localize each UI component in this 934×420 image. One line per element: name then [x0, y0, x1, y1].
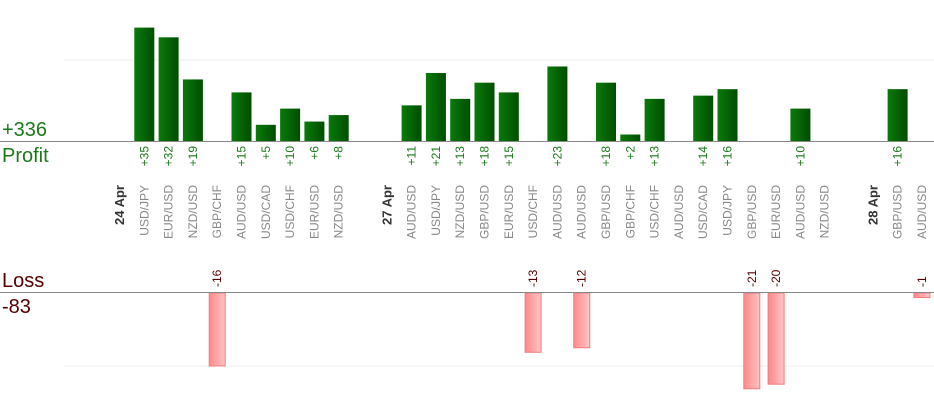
pair-label: AUD/USD [235, 185, 249, 239]
profit-bar [644, 98, 665, 141]
pair-label: AUD/USD [915, 185, 929, 239]
profit-value-label: +13 [648, 146, 662, 167]
profit-value-label: +5 [259, 146, 273, 160]
pair-label: GBP/USD [599, 185, 613, 239]
profit-value-label: +32 [162, 146, 176, 167]
profit-value-label: +10 [283, 146, 297, 167]
profit-value-label: +15 [502, 146, 516, 167]
profit-bar [547, 66, 568, 141]
pair-label: EUR/USD [307, 185, 321, 239]
loss-value-label: -20 [769, 269, 783, 287]
loss-bar [208, 292, 226, 367]
profit-value-label: +19 [186, 146, 200, 167]
loss-bar [913, 292, 931, 299]
profit-value-label: +8 [332, 146, 346, 160]
profit-value-label: +16 [721, 146, 735, 167]
pair-label: USD/CHF [648, 185, 662, 238]
profit-value-label: +35 [137, 146, 151, 167]
profit-label: Profit [2, 145, 49, 167]
profit-total: +336 [2, 119, 48, 141]
profit-value-label: +14 [696, 146, 710, 167]
pair-label: AUD/USD [405, 185, 419, 239]
pair-label: EUR/USD [502, 185, 516, 239]
profit-value-label: +10 [793, 146, 807, 167]
pair-label: GBP/CHF [210, 185, 224, 238]
pair-label: NZD/USD [186, 185, 200, 239]
profit-bar [425, 72, 446, 141]
loss-value-label: -12 [575, 269, 589, 287]
loss-value-label: -13 [526, 269, 540, 287]
profit-bar [328, 115, 349, 141]
pair-label: USD/JPY [429, 185, 443, 236]
pair-label: USD/JPY [137, 185, 151, 236]
profit-value-label: +21 [429, 146, 443, 167]
profit-bar [182, 79, 203, 141]
pair-label: NZD/USD [453, 185, 467, 239]
loss-bar [767, 292, 785, 385]
profit-bar [596, 82, 616, 141]
profit-bar [620, 134, 641, 141]
pair-label: GBP/USD [891, 185, 905, 239]
pair-label: GBP/CHF [623, 185, 637, 238]
pair-label: AUD/USD [672, 185, 686, 239]
loss-bar [573, 292, 591, 349]
profit-bar [887, 89, 908, 141]
pair-label: USD/JPY [721, 185, 735, 236]
profit-value-label: +18 [478, 146, 492, 167]
profit-bar [134, 27, 155, 142]
profit-bar [158, 37, 179, 141]
loss-value-label: -21 [745, 269, 759, 287]
pair-label: USD/CHF [526, 185, 540, 238]
pair-label: USD/CAD [696, 185, 710, 239]
profit-bar [280, 108, 301, 141]
pair-label: USD/CAD [259, 185, 273, 239]
profit-value-label: +18 [599, 146, 613, 167]
profit-value-label: +16 [891, 146, 905, 167]
loss-total: -83 [2, 296, 31, 318]
profit-bar [450, 98, 471, 141]
pair-label: GBP/USD [745, 185, 759, 239]
profit-bar [401, 105, 422, 141]
profit-value-label: +13 [453, 146, 467, 167]
pair-label: AUD/USD [550, 185, 564, 239]
profit-bar [474, 82, 495, 141]
loss-value-label: -16 [210, 269, 224, 287]
date-label: 28 Apr [865, 185, 880, 225]
profit-bar [693, 95, 714, 141]
profit-value-label: +15 [235, 146, 249, 167]
date-label: 27 Apr [379, 185, 394, 225]
date-label: 24 Apr [112, 185, 127, 225]
pair-label: NZD/USD [818, 185, 832, 239]
loss-label: Loss [2, 270, 45, 292]
loss-bar [743, 292, 761, 390]
pair-label: GBP/USD [478, 185, 492, 239]
pair-label: EUR/USD [769, 185, 783, 239]
pair-label: AUD/USD [793, 185, 807, 239]
pair-label: NZD/USD [332, 185, 346, 239]
pair-label: AUD/USD [575, 185, 589, 239]
profit-value-label: +6 [307, 146, 321, 160]
profit-value-label: +11 [405, 146, 419, 166]
profit-value-label: +23 [550, 146, 564, 167]
profit-bar [255, 124, 276, 141]
profit-bar [498, 92, 519, 141]
pair-label: USD/CHF [283, 185, 297, 238]
profit-bar [790, 108, 811, 141]
loss-value-label: -1 [915, 276, 929, 287]
pair-label: EUR/USD [162, 185, 176, 239]
loss-bar [524, 292, 542, 353]
profit-bar [717, 89, 738, 141]
profit-bar [304, 121, 325, 141]
profit-value-label: +2 [623, 146, 637, 160]
profit-bar [231, 92, 252, 141]
